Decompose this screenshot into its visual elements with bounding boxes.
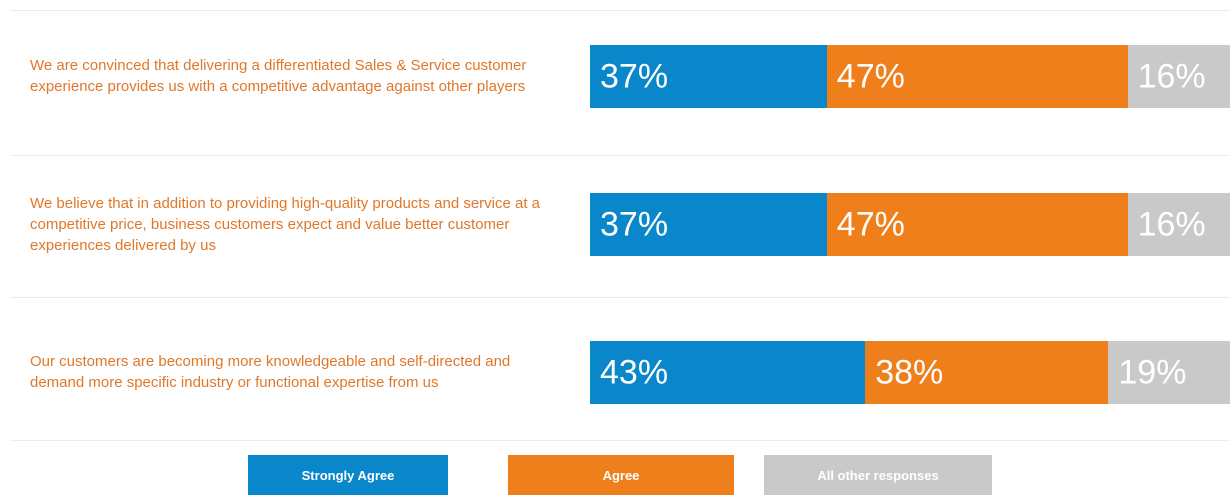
legend-item: Strongly Agree [248,455,448,495]
bar-segment: 47% [826,193,1128,256]
separator [10,297,1230,298]
row-label: Our customers are becoming more knowledg… [30,353,511,391]
bar-segment: 19% [1108,341,1230,404]
separator [10,10,1230,11]
bar-segment: 38% [865,341,1109,404]
legend-item: All other responses [764,455,992,495]
value-label: 47% [836,205,905,243]
bar-segment: 37% [590,193,827,256]
value-label: 16% [1137,57,1206,95]
value-label: 47% [836,57,905,95]
bar-segment: 16% [1127,45,1230,108]
bar-segment: 43% [590,341,866,404]
separator [10,440,1230,441]
value-label: 37% [600,205,669,243]
value-label: 19% [1118,353,1187,391]
bar-segment: 47% [826,45,1128,108]
bar-segment: 16% [1127,193,1230,256]
separator [10,155,1230,156]
bar-segment: 37% [590,45,827,108]
row-label: We are convinced that delivering a diffe… [30,57,527,95]
value-label: 16% [1137,205,1206,243]
row-label: We believe that in addition to providing… [30,194,541,254]
value-label: 38% [875,353,944,391]
value-label: 43% [600,353,669,391]
legend-item: Agree [508,455,734,495]
value-label: 37% [600,57,669,95]
